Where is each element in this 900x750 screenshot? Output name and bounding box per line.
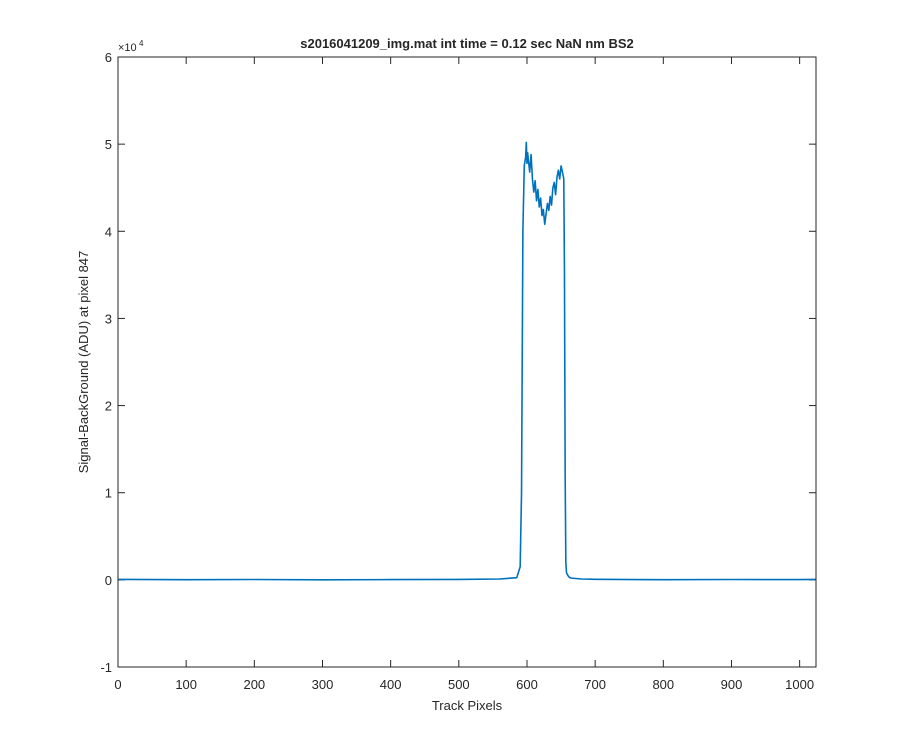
plot-area <box>118 57 816 667</box>
x-tick-label: 800 <box>652 677 674 692</box>
x-tick-label: 700 <box>584 677 606 692</box>
x-tick-label: 900 <box>721 677 743 692</box>
x-tick-label: 100 <box>175 677 197 692</box>
y-tick-label: 3 <box>105 311 112 326</box>
series-line <box>117 141 817 581</box>
y-tick-label: 0 <box>105 573 112 588</box>
x-tick-label: 500 <box>448 677 470 692</box>
x-tick-label: 600 <box>516 677 538 692</box>
axes-box <box>117 56 817 668</box>
y-tick-label: 2 <box>105 399 112 414</box>
chart-title: s2016041209_img.mat int time = 0.12 sec … <box>300 36 634 51</box>
y-axis-label: Signal-BackGround (ADU) at pixel 847 <box>76 251 91 474</box>
y-tick-label: 1 <box>105 486 112 501</box>
x-axis-label: Track Pixels <box>432 698 503 713</box>
x-tick-label: 200 <box>243 677 265 692</box>
x-tick-label: 0 <box>114 677 121 692</box>
y-exponent: ×10 4 <box>118 39 144 54</box>
x-tick-label: 400 <box>380 677 402 692</box>
x-tick-label: 1000 <box>785 677 814 692</box>
y-tick-label: 5 <box>105 137 112 152</box>
series-layer <box>117 141 817 581</box>
y-exponent-base: ×10 <box>118 42 137 54</box>
y-tick-label: 6 <box>105 50 112 65</box>
ticks-layer: 0 100 200 300 400 500 600 700 800 900 1000-1012345… <box>100 50 816 692</box>
x-tick-label: 300 <box>312 677 334 692</box>
y-tick-label: -1 <box>100 660 112 675</box>
y-tick-label: 4 <box>105 224 112 239</box>
y-exponent-power: 4 <box>139 39 144 48</box>
